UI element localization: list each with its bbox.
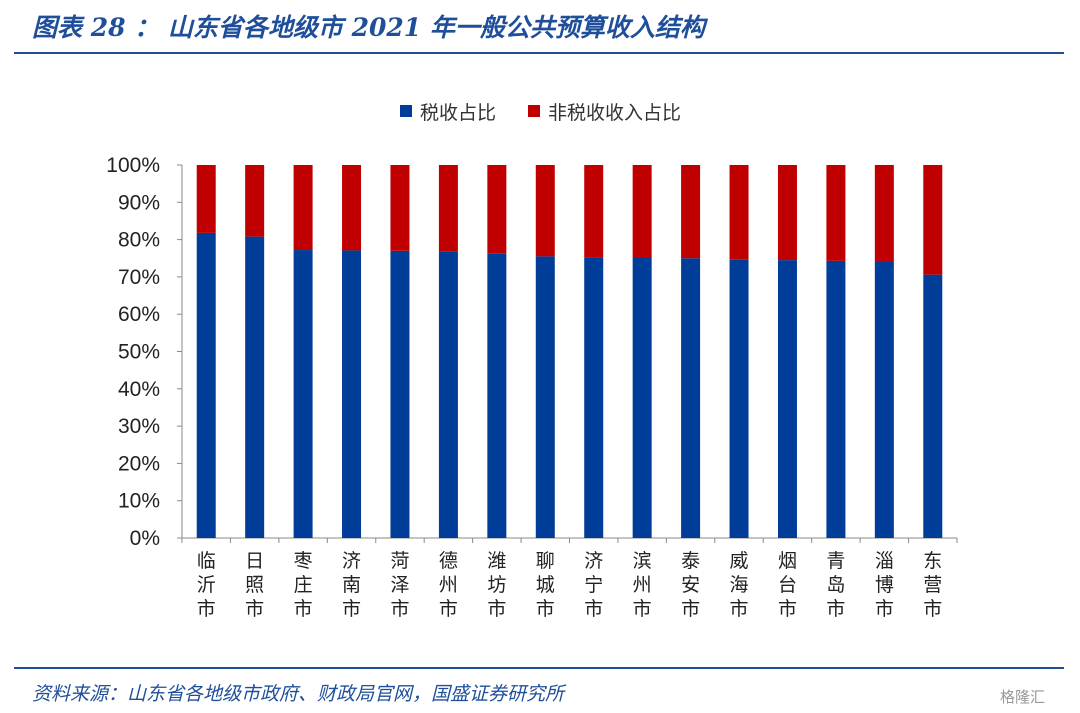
bar-nontax <box>245 165 265 237</box>
bar-nontax <box>874 165 894 262</box>
bar-tax <box>729 259 749 538</box>
y-tick-label: 50% <box>118 341 160 364</box>
y-tick-label: 40% <box>118 378 160 401</box>
y-tick-label: 20% <box>118 452 160 475</box>
y-tick-label: 10% <box>118 490 160 513</box>
title-rule <box>14 52 1064 54</box>
x-category-label: 枣庄市 <box>294 550 313 620</box>
x-category-label: 滨州市 <box>633 550 652 620</box>
x-category-label: 青岛市 <box>826 550 845 620</box>
bar-tax <box>487 253 507 539</box>
bar-tax <box>681 258 701 538</box>
bar-nontax <box>390 165 410 251</box>
x-category-label: 泰安市 <box>681 550 700 620</box>
bar-nontax <box>342 165 362 251</box>
x-category-label: 东营市 <box>923 550 942 620</box>
bar-tax <box>777 260 797 538</box>
legend-label-nontax: 非税收收入占比 <box>548 101 682 124</box>
bar-tax <box>245 236 265 538</box>
y-tick-label: 30% <box>118 415 160 438</box>
source-rule <box>14 667 1064 669</box>
x-category-label: 菏泽市 <box>390 550 409 620</box>
x-category-label: 临沂市 <box>197 550 216 620</box>
legend: 税收占比 非税收收入占比 <box>400 98 713 124</box>
bar-tax <box>923 274 943 538</box>
bar-tax <box>535 256 555 538</box>
bar-nontax <box>729 165 749 260</box>
x-category-label: 济南市 <box>342 550 361 620</box>
bar-nontax <box>487 165 507 254</box>
watermark: 格隆汇 <box>1000 688 1046 706</box>
bar-nontax <box>777 165 797 261</box>
bar-nontax <box>535 165 555 257</box>
legend-swatch-tax <box>400 105 412 117</box>
x-category-label: 济宁市 <box>584 550 603 620</box>
y-tick-label: 70% <box>118 266 160 289</box>
x-category-label: 德州市 <box>439 550 458 620</box>
x-category-label: 日照市 <box>245 550 264 620</box>
bar-nontax <box>632 165 652 258</box>
y-tick-label: 0% <box>130 527 160 550</box>
y-tick-label: 90% <box>118 191 160 214</box>
source-note: 资料来源：山东省各地级市政府、财政局官网，国盛证券研究所 <box>32 683 565 705</box>
legend-label-tax: 税收占比 <box>420 101 497 124</box>
legend-item-tax: 税收占比 <box>400 98 496 125</box>
bar-tax <box>826 260 846 538</box>
bar-tax <box>584 257 604 538</box>
bar-nontax <box>438 165 458 252</box>
y-tick-label: 100% <box>106 154 160 177</box>
bar-tax <box>196 232 216 539</box>
bar-tax <box>390 250 410 539</box>
legend-item-nontax: 非税收收入占比 <box>528 98 681 125</box>
bar-nontax <box>826 165 846 261</box>
bar-nontax <box>196 165 216 233</box>
bar-nontax <box>584 165 604 258</box>
bar-nontax <box>293 165 313 251</box>
x-category-label: 聊城市 <box>536 550 555 620</box>
bar-nontax <box>923 165 943 275</box>
bar-tax <box>632 257 652 538</box>
x-category-label: 淄博市 <box>875 550 894 620</box>
bar-nontax <box>681 165 701 259</box>
y-tick-label: 60% <box>118 303 160 326</box>
x-category-label: 威海市 <box>730 550 749 620</box>
bar-tax <box>438 251 458 538</box>
x-category-label: 烟台市 <box>778 550 797 620</box>
x-category-label: 潍坊市 <box>487 550 506 620</box>
bar-tax <box>874 261 894 538</box>
y-tick-label: 80% <box>118 229 160 252</box>
bar-tax <box>293 250 313 538</box>
legend-swatch-nontax <box>528 105 541 117</box>
bar-tax <box>342 250 362 539</box>
chart-title: 图表 28 ： 山东省各地级市 2021 年一般公共预算收入结构 <box>32 13 705 42</box>
